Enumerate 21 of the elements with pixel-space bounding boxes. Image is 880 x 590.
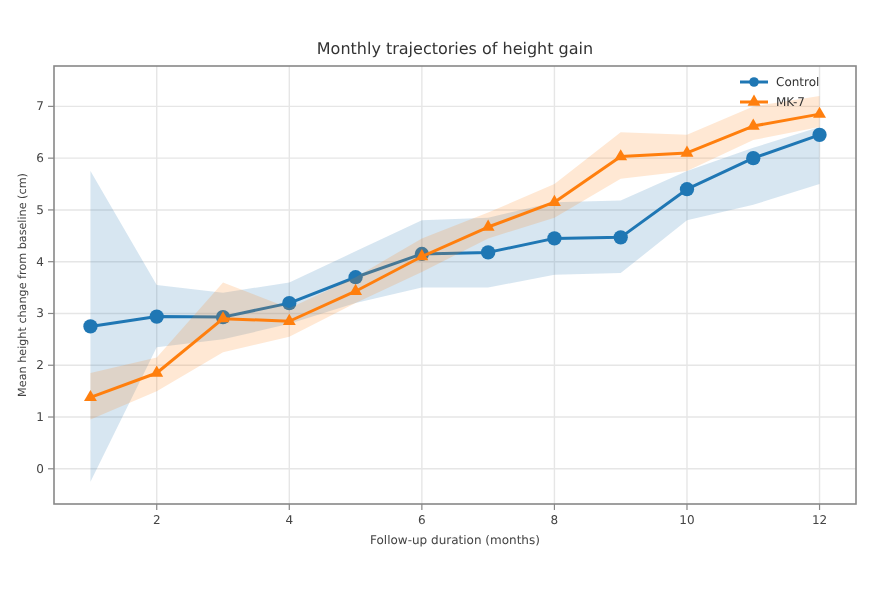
chart-title: Monthly trajectories of height gain [316,40,594,58]
point [149,309,164,324]
point [746,118,760,130]
point [349,283,363,295]
point [746,151,761,166]
point [150,365,164,377]
point [547,194,561,206]
point [84,389,97,402]
point [282,296,297,311]
point [547,231,562,246]
point [481,245,496,260]
point [481,219,495,231]
point [812,127,827,142]
point [282,313,296,325]
point [348,270,363,285]
point [613,230,628,245]
point [813,106,826,118]
point [614,149,628,161]
point [680,145,694,157]
point [679,182,695,197]
point [83,319,98,334]
